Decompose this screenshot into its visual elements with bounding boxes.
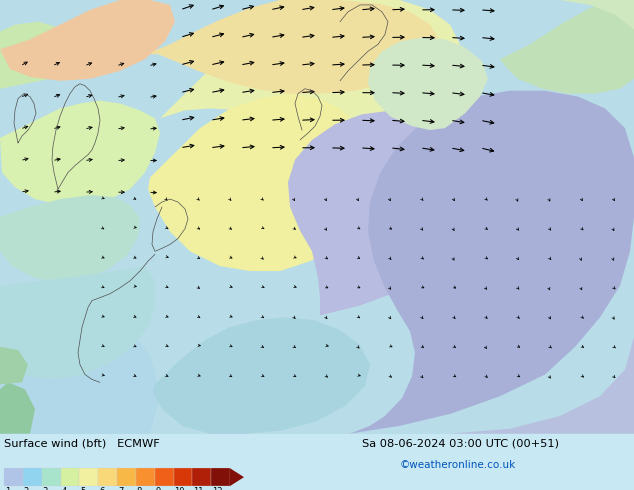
Polygon shape	[0, 0, 175, 81]
Text: 5: 5	[81, 487, 86, 490]
Polygon shape	[145, 0, 440, 94]
Text: ©weatheronline.co.uk: ©weatheronline.co.uk	[400, 460, 516, 470]
Polygon shape	[0, 347, 28, 384]
Polygon shape	[368, 37, 488, 130]
Polygon shape	[500, 0, 634, 94]
Bar	[155, 468, 174, 486]
Polygon shape	[0, 382, 35, 434]
Polygon shape	[0, 314, 160, 434]
Text: Sa 08-06-2024 03:00 UTC (00+51): Sa 08-06-2024 03:00 UTC (00+51)	[362, 439, 559, 448]
Bar	[211, 468, 230, 486]
Bar	[60, 468, 79, 486]
Polygon shape	[230, 468, 244, 486]
Text: Surface wind (bft)   ECMWF: Surface wind (bft) ECMWF	[4, 439, 160, 448]
Text: 7: 7	[118, 487, 124, 490]
Text: 3: 3	[42, 487, 48, 490]
Polygon shape	[153, 318, 370, 434]
Polygon shape	[0, 22, 80, 89]
Text: 10: 10	[174, 487, 185, 490]
Text: 8: 8	[137, 487, 142, 490]
Text: 6: 6	[99, 487, 105, 490]
Bar	[4, 468, 23, 486]
Polygon shape	[160, 0, 460, 120]
Bar	[42, 468, 60, 486]
Bar	[79, 468, 98, 486]
Polygon shape	[0, 195, 140, 282]
Polygon shape	[450, 337, 634, 434]
Polygon shape	[288, 110, 495, 316]
Text: 12: 12	[212, 487, 223, 490]
Text: 9: 9	[156, 487, 161, 490]
Bar	[174, 468, 192, 486]
Polygon shape	[0, 266, 155, 379]
Bar	[192, 468, 211, 486]
Bar	[98, 468, 117, 486]
Polygon shape	[560, 0, 634, 29]
Text: 4: 4	[61, 487, 67, 490]
Bar	[117, 468, 136, 486]
Bar	[23, 468, 42, 486]
Bar	[136, 468, 155, 486]
Polygon shape	[148, 94, 380, 271]
Text: 11: 11	[193, 487, 204, 490]
Text: 1: 1	[5, 487, 10, 490]
Text: 2: 2	[24, 487, 29, 490]
Polygon shape	[0, 100, 160, 205]
Polygon shape	[350, 91, 634, 434]
